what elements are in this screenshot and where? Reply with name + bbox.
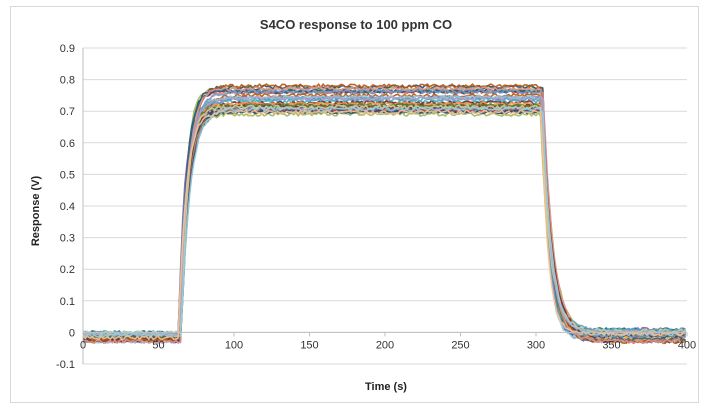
series-line <box>82 109 686 341</box>
y-tick-label: 0.2 <box>60 264 75 276</box>
axis-layer: -0.1 0 0.1 0.2 0.3 0.4 0.5 0.6 0.7 0.8 0.9 0 50 100 15… <box>56 43 696 371</box>
series-line <box>82 97 686 336</box>
x-tick-label: 0 <box>80 339 86 351</box>
y-tick-label: 0.3 <box>60 233 75 245</box>
series-line <box>82 95 687 343</box>
x-tick-label: 250 <box>451 339 469 351</box>
series-line <box>82 88 686 342</box>
series-line <box>82 109 686 341</box>
series-line <box>82 106 686 342</box>
series-line <box>82 86 686 342</box>
series-line <box>82 104 687 338</box>
series-line <box>82 103 686 338</box>
series-line <box>82 89 687 343</box>
chart-title: S4CO response to 100 ppm CO <box>260 17 452 32</box>
series-line <box>82 84 686 341</box>
series-line <box>82 88 686 338</box>
series-line <box>82 88 686 343</box>
series-line <box>82 94 686 344</box>
series-line <box>82 92 686 341</box>
y-tick-label: 0.5 <box>60 169 75 181</box>
y-tick-label: -0.1 <box>56 359 75 371</box>
y-tick-label: 0.1 <box>60 296 75 308</box>
y-tick-label: 0.6 <box>60 138 75 150</box>
x-tick-label: 150 <box>300 339 318 351</box>
series-line <box>82 102 686 341</box>
x-tick-label: 200 <box>376 339 394 351</box>
y-tick-label: 0.4 <box>60 201 75 213</box>
series-line <box>82 102 687 344</box>
series-line <box>82 94 687 345</box>
y-tick-label: 0 <box>69 327 75 339</box>
x-tick-label: 400 <box>678 339 696 351</box>
series-line <box>82 111 686 341</box>
series-line <box>82 83 686 345</box>
y-tick-label: 0.9 <box>60 43 75 55</box>
series-line <box>82 88 687 340</box>
series-line <box>82 102 686 340</box>
series-line <box>82 108 686 344</box>
x-tick-label: 350 <box>602 339 620 351</box>
series-line <box>82 98 686 339</box>
x-axis-title: Time (s) <box>365 381 407 393</box>
x-tick-label: 50 <box>152 339 164 351</box>
y-tick-label: 0.8 <box>60 75 75 87</box>
chart-frame: -0.1 0 0.1 0.2 0.3 0.4 0.5 0.6 0.7 0.8 0.9 0 50 100 15… <box>10 6 699 403</box>
x-tick-label: 100 <box>225 339 243 351</box>
series-line <box>82 104 686 344</box>
y-tick-label: 0.7 <box>60 106 75 118</box>
series-line <box>82 100 686 343</box>
series-line <box>82 103 686 344</box>
x-tick-label: 300 <box>527 339 545 351</box>
series-line <box>82 109 686 341</box>
series-line <box>83 105 687 344</box>
chart-svg: -0.1 0 0.1 0.2 0.3 0.4 0.5 0.6 0.7 0.8 0.9 0 50 100 15… <box>30 17 696 393</box>
series-line <box>82 86 686 344</box>
series-line <box>82 106 686 338</box>
series-line <box>82 101 686 342</box>
y-axis-title: Response (V) <box>30 176 42 247</box>
series-layer <box>82 83 687 345</box>
series-line <box>82 104 686 336</box>
